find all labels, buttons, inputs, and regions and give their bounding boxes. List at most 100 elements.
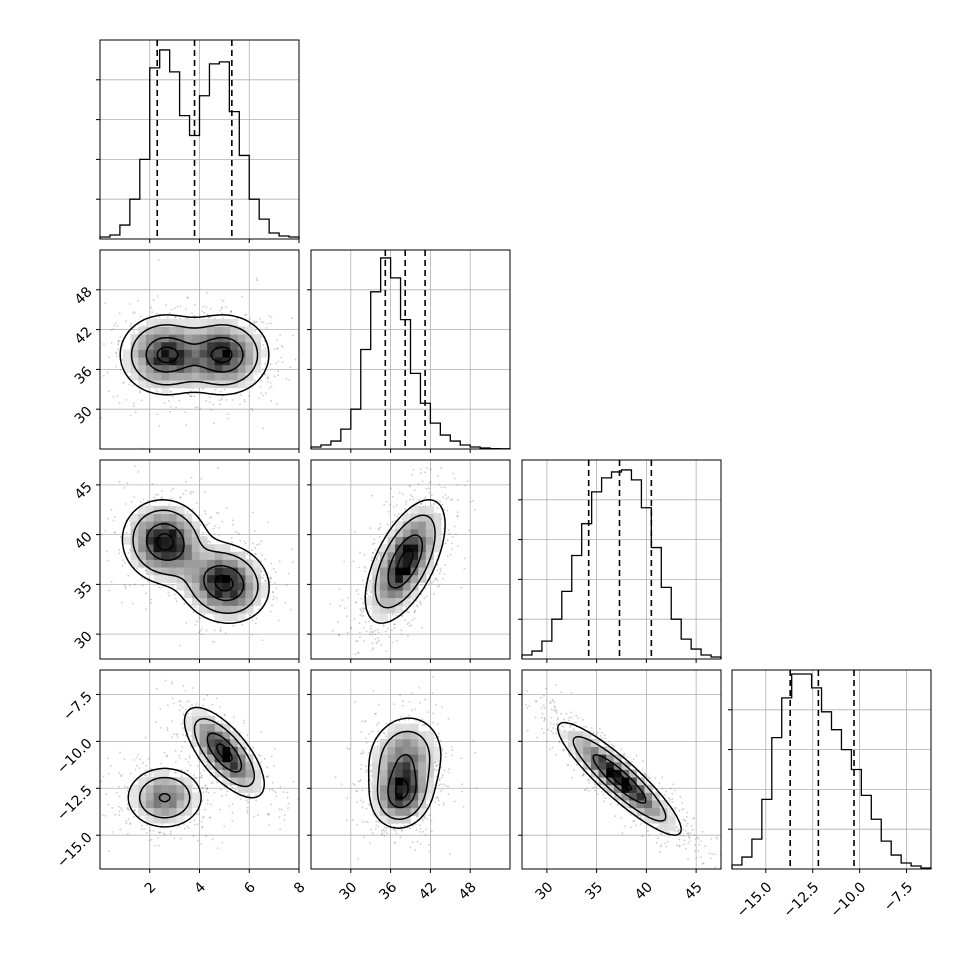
density-cell (191, 551, 200, 560)
density-cell (237, 777, 246, 786)
density-cell (433, 544, 442, 553)
scatter-point (127, 552, 130, 554)
scatter-point (155, 494, 158, 496)
scatter-point (394, 623, 396, 626)
scatter-point (185, 308, 187, 311)
density-cell (199, 597, 208, 606)
scatter-point (196, 765, 199, 767)
scatter-point (265, 775, 268, 778)
scatter-point (148, 839, 151, 842)
scatter-point (362, 751, 365, 754)
scatter-point (208, 401, 211, 404)
density-cell (402, 597, 411, 606)
scatter-point (361, 749, 364, 752)
density-cell (184, 574, 193, 583)
density-cell (230, 318, 239, 327)
scatter-point (104, 814, 107, 817)
scatter-point (379, 522, 382, 525)
scatter-point (199, 523, 202, 526)
scatter-point (269, 576, 272, 579)
density-cell (153, 372, 162, 381)
density-cell (214, 372, 223, 381)
pair-panel-1-4 (99, 669, 300, 870)
scatter-point (275, 362, 277, 365)
scatter-point (209, 307, 212, 310)
scatter-point (453, 525, 456, 528)
density-cell (145, 334, 154, 343)
scatter-point (183, 602, 186, 605)
scatter-point (375, 557, 378, 560)
scatter-point (142, 498, 145, 501)
scatter-point (156, 390, 159, 393)
scatter-point (134, 808, 137, 811)
density-cell (153, 567, 162, 576)
density-cell (191, 708, 200, 717)
scatter-point (275, 795, 278, 798)
density-cell (191, 521, 200, 530)
scatter-point (439, 790, 442, 793)
scatter-point (195, 703, 198, 705)
scatter-point (403, 824, 406, 827)
contour-line (156, 346, 233, 364)
scatter-point (414, 823, 417, 826)
scatter-point (434, 577, 437, 580)
density-cell (230, 746, 239, 755)
density-cell (222, 372, 231, 381)
scatter-point (144, 736, 147, 739)
scatter-point (363, 640, 365, 642)
scatter-point (365, 630, 368, 633)
scatter-point (263, 373, 266, 376)
scatter-point (246, 552, 249, 555)
scatter-point (271, 604, 273, 607)
scatter-point (171, 395, 174, 398)
density-cell (253, 559, 262, 568)
scatter-point (424, 496, 427, 498)
density-cell (153, 505, 162, 514)
density-cell (260, 590, 269, 599)
scatter-point (440, 486, 443, 489)
scatter-point (385, 829, 387, 832)
scatter-point (456, 498, 459, 501)
scatter-point (251, 409, 254, 412)
density-cell (418, 528, 427, 537)
scatter-point (173, 702, 176, 705)
scatter-point (242, 719, 245, 722)
scatter-point (413, 609, 416, 612)
scatter-point (264, 558, 267, 561)
scatter-point (196, 620, 198, 623)
scatter-point (446, 539, 449, 542)
scatter-point (373, 538, 376, 541)
scatter-point (121, 382, 124, 385)
scatter-point (128, 375, 131, 378)
scatter-point (210, 516, 212, 519)
density-cell (214, 769, 223, 778)
density-cell (153, 341, 162, 350)
scatter-point (372, 551, 375, 554)
scatter-point (112, 519, 115, 522)
scatter-point (201, 786, 204, 789)
scatter-point (104, 530, 107, 533)
scatter-point (176, 733, 179, 736)
scatter-point (118, 810, 121, 813)
scatter-point (129, 823, 132, 826)
scatter-point (363, 565, 366, 568)
scatter-point (255, 617, 258, 620)
scatter-point (270, 755, 273, 758)
scatter-point (143, 828, 146, 831)
scatter-point (123, 487, 126, 489)
scatter-point (193, 823, 196, 826)
scatter-point (401, 829, 403, 832)
density-cell (207, 341, 216, 350)
density-cell (433, 513, 442, 522)
scatter-point (251, 619, 254, 622)
scatter-point (166, 754, 169, 757)
scatter-point (205, 629, 208, 632)
scatter-point (441, 503, 444, 506)
pair-panel-1-2 (99, 249, 300, 450)
scatter-point (354, 653, 357, 656)
density-cell (214, 605, 223, 614)
scatter-point (437, 585, 439, 588)
scatter-point (440, 739, 442, 742)
scatter-point (241, 623, 244, 626)
scatter-point (147, 758, 150, 760)
